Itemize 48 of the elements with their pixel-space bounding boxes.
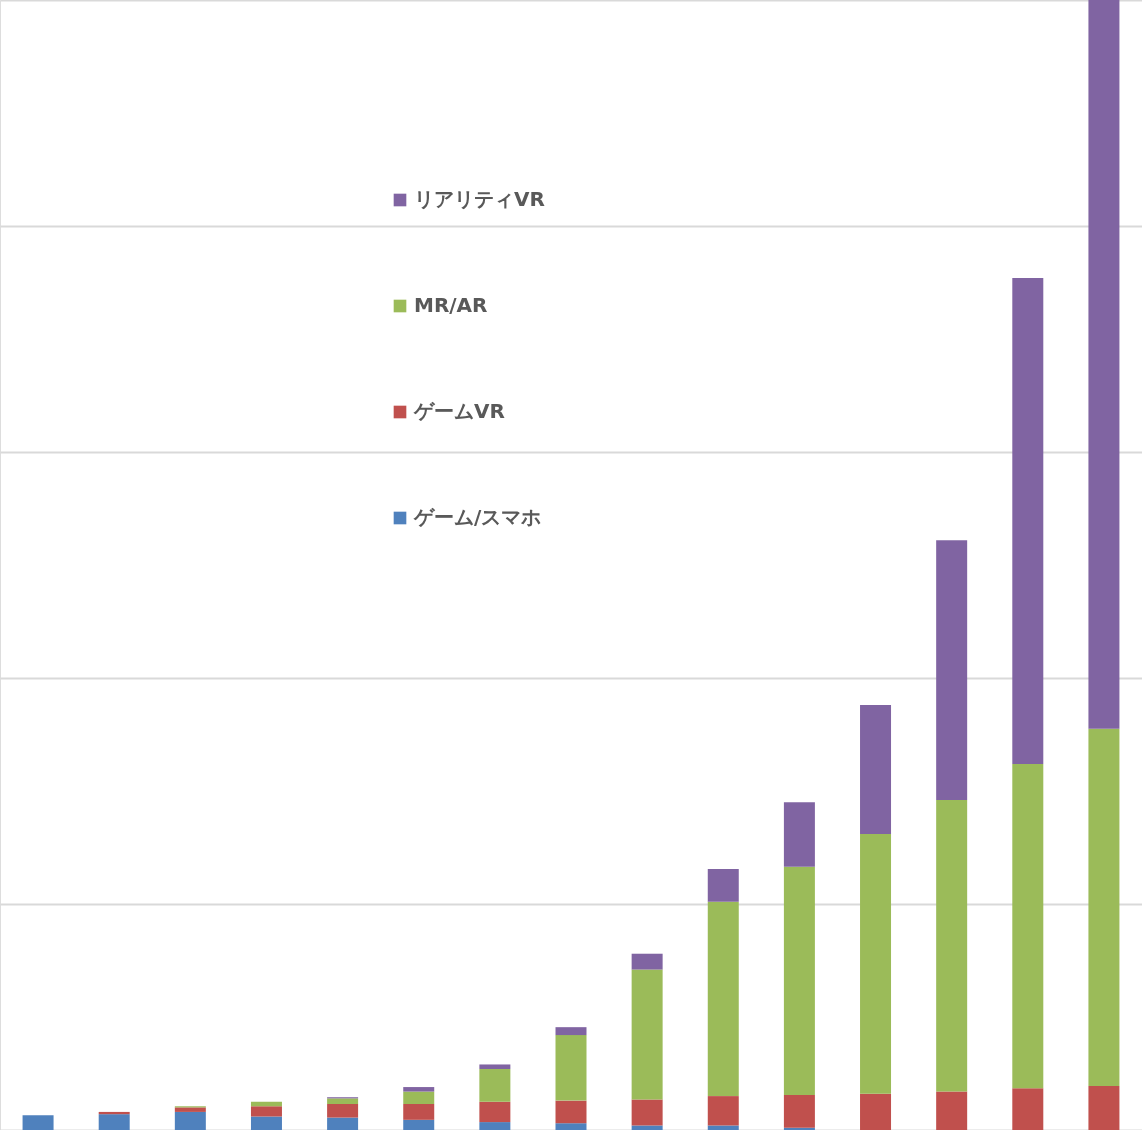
bar bbox=[631, 1099, 663, 1126]
bar bbox=[403, 1091, 435, 1105]
bar bbox=[936, 540, 968, 801]
bar bbox=[555, 1100, 587, 1124]
bar bbox=[707, 868, 739, 902]
bar bbox=[555, 1123, 587, 1130]
legend-label: リアリティVR bbox=[414, 187, 545, 211]
bar bbox=[327, 1117, 359, 1130]
bar bbox=[1012, 763, 1044, 1089]
bar bbox=[327, 1104, 359, 1118]
bar bbox=[403, 1087, 435, 1092]
bar bbox=[1088, 728, 1120, 1086]
bar bbox=[707, 1125, 739, 1130]
bar bbox=[22, 1115, 54, 1130]
bar bbox=[707, 901, 739, 1097]
bar bbox=[631, 969, 663, 1100]
bar bbox=[631, 1125, 663, 1130]
bar bbox=[707, 1096, 739, 1126]
bar bbox=[479, 1064, 511, 1069]
bar bbox=[783, 1094, 815, 1128]
bar bbox=[555, 1035, 587, 1101]
bar bbox=[860, 1093, 892, 1130]
bar bbox=[860, 705, 892, 834]
bar bbox=[1012, 1088, 1044, 1130]
bar bbox=[479, 1101, 511, 1123]
bar bbox=[403, 1119, 435, 1130]
bar bbox=[174, 1111, 206, 1130]
bar bbox=[1088, 0, 1120, 729]
bar bbox=[783, 866, 815, 1095]
bar bbox=[631, 953, 663, 970]
bar bbox=[783, 802, 815, 867]
bar bbox=[403, 1104, 435, 1120]
legend-label: MR/AR bbox=[414, 293, 488, 317]
legend-label: ゲーム/スマホ bbox=[413, 505, 542, 529]
bar bbox=[479, 1122, 511, 1130]
bar bbox=[860, 833, 892, 1094]
legend-label: ゲームVR bbox=[413, 399, 505, 423]
bar bbox=[98, 1114, 130, 1130]
bar bbox=[479, 1068, 511, 1102]
bar bbox=[936, 800, 968, 1092]
bar bbox=[250, 1116, 282, 1130]
bar bbox=[250, 1106, 282, 1117]
bar bbox=[1088, 1085, 1120, 1130]
bar bbox=[327, 1098, 359, 1105]
bar bbox=[1012, 277, 1044, 764]
bar bbox=[174, 1107, 206, 1112]
bar bbox=[555, 1027, 587, 1036]
bar bbox=[936, 1091, 968, 1130]
